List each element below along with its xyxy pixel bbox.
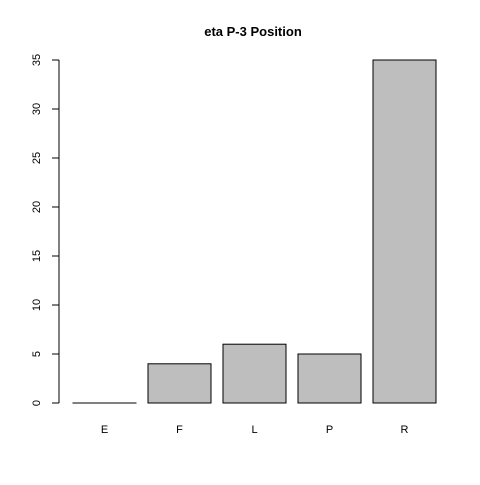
bar-l [223,344,286,403]
x-tick-label: F [176,424,183,436]
y-tick-label: 15 [31,250,43,262]
y-tick-label: 10 [31,299,43,311]
x-tick-label: E [101,424,108,436]
bar-r [373,60,436,403]
chart-title: eta P-3 Position [204,24,302,39]
y-tick-label: 0 [31,400,43,406]
x-tick-label: P [326,424,333,436]
y-axis: 0 5 10 15 20 25 30 35 [31,54,59,406]
y-tick-label: 30 [31,103,43,115]
y-tick-label: 20 [31,201,43,213]
x-tick-label: L [251,424,257,436]
bars [73,60,436,403]
y-tick-label: 35 [31,54,43,66]
bar-f [148,364,211,403]
y-tick-label: 5 [31,351,43,357]
y-tick-label: 25 [31,152,43,164]
bar-p [298,354,361,403]
x-tick-label: R [401,424,409,436]
